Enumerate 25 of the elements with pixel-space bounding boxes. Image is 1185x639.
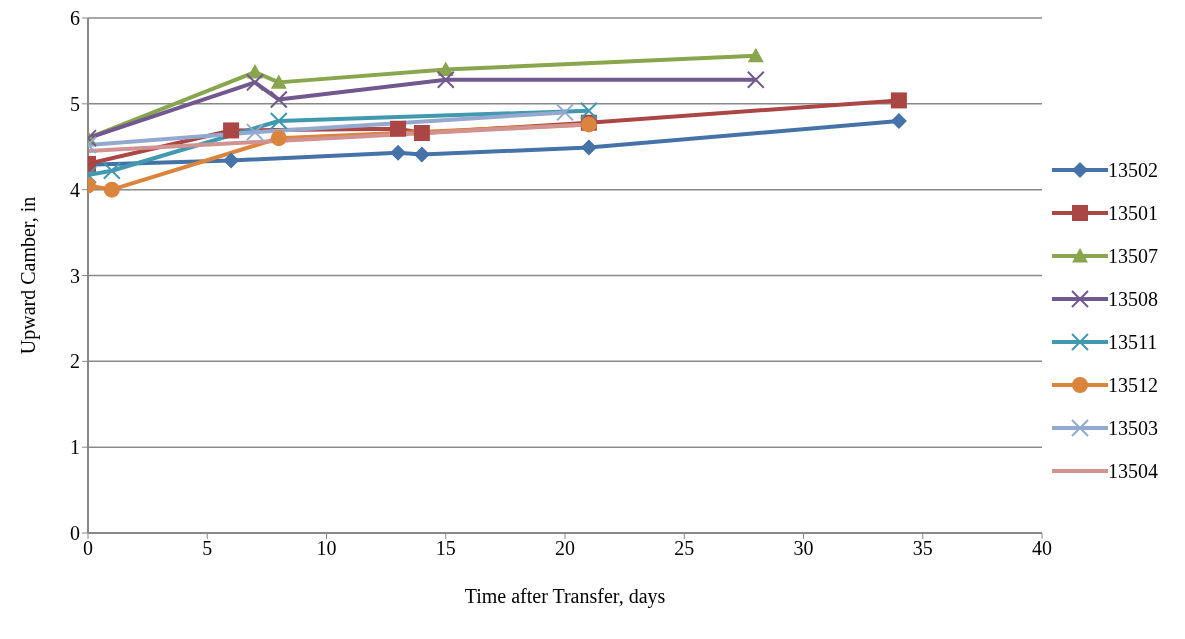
x-tick-label: 10 bbox=[316, 537, 337, 560]
x-axis-title: Time after Transfer, days bbox=[464, 585, 666, 608]
y-tick-label: 6 bbox=[70, 7, 80, 30]
y-tick-label: 5 bbox=[70, 92, 80, 115]
y-tick-label: 3 bbox=[70, 264, 80, 287]
y-tick-label: 1 bbox=[70, 436, 80, 459]
y-axis-title: Upward Camber, in bbox=[17, 196, 41, 355]
legend-label: 13512 bbox=[1108, 373, 1158, 397]
x-tick-label: 5 bbox=[202, 537, 213, 560]
x-tick-label: 25 bbox=[674, 537, 695, 560]
y-tick-label: 2 bbox=[70, 350, 80, 373]
x-tick-label: 30 bbox=[793, 537, 814, 560]
legend-label: 13502 bbox=[1108, 158, 1158, 182]
legend-label: 13511 bbox=[1108, 330, 1158, 354]
legend-label: 13508 bbox=[1108, 287, 1158, 311]
x-tick-label: 20 bbox=[555, 537, 575, 560]
x-tick-label: 15 bbox=[435, 537, 456, 560]
y-tick-label: 4 bbox=[70, 178, 80, 201]
x-tick-label: 40 bbox=[1032, 537, 1052, 560]
y-tick-label: 0 bbox=[70, 522, 80, 545]
legend-label: 13503 bbox=[1108, 416, 1158, 440]
legend-label: 13507 bbox=[1108, 244, 1158, 268]
legend-label: 13504 bbox=[1108, 459, 1158, 483]
x-tick-label: 35 bbox=[912, 537, 933, 560]
legend-label: 13501 bbox=[1108, 201, 1158, 225]
